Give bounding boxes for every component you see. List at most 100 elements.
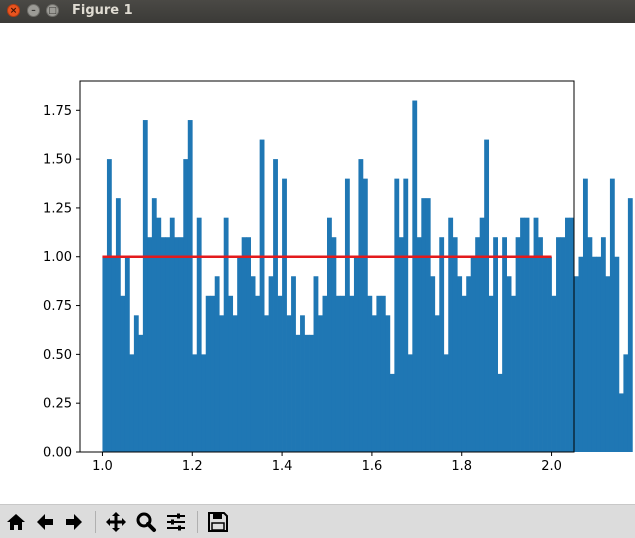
- y-tick-label: 0.25: [43, 397, 72, 412]
- histogram-bar: [322, 295, 328, 452]
- x-tick-label: 1.0: [92, 459, 113, 474]
- home-icon: [7, 514, 25, 530]
- histogram-bar: [416, 237, 422, 452]
- forward-button[interactable]: [61, 509, 87, 535]
- histogram-bar: [533, 217, 539, 452]
- arrow-right-icon: [66, 514, 82, 530]
- figure-canvas[interactable]: 1.0 1.2 1.4 1.6 1.8 2.0 0.00 0.25 0.50 0.75 1.00 1…: [0, 23, 635, 504]
- histogram-bar: [268, 276, 274, 452]
- histogram-bar: [376, 295, 382, 452]
- window-close-button[interactable]: ×: [7, 4, 20, 17]
- histogram-bar: [120, 295, 126, 452]
- histogram-bar: [102, 256, 108, 452]
- histogram-bar: [151, 198, 157, 452]
- histogram-bar: [232, 315, 238, 452]
- zoom-button[interactable]: [133, 509, 159, 535]
- window-minimize-button[interactable]: –: [27, 4, 40, 17]
- histogram-bar: [210, 295, 216, 452]
- histogram-bar: [443, 354, 449, 452]
- histogram-bar: [551, 295, 557, 452]
- histogram-bar: [461, 295, 467, 452]
- histogram-bar: [335, 295, 341, 452]
- histogram-bar: [327, 217, 332, 452]
- histogram-bar: [344, 178, 350, 452]
- histogram-bar: [241, 237, 247, 452]
- histogram-bar: [174, 237, 180, 452]
- histogram-bar: [286, 315, 292, 452]
- histogram-bar: [237, 256, 243, 452]
- histogram-bar: [605, 276, 611, 452]
- histogram-bar: [169, 217, 175, 452]
- histogram-bar: [331, 237, 337, 452]
- histogram-bar: [160, 237, 166, 452]
- histogram-bar: [493, 237, 498, 452]
- histogram-bar: [291, 276, 296, 452]
- histogram-bar: [115, 198, 121, 452]
- histogram-bar: [277, 295, 283, 452]
- histogram-bar: [614, 256, 620, 452]
- histogram-bar: [129, 354, 135, 452]
- histogram-bar: [403, 178, 409, 452]
- histogram-bar: [497, 373, 503, 452]
- save-button[interactable]: [205, 509, 231, 535]
- histogram-bar: [187, 120, 193, 453]
- histogram-bar: [246, 237, 251, 452]
- histogram-bar: [147, 237, 153, 452]
- move-icon: [106, 512, 126, 532]
- histogram-bar: [106, 159, 112, 453]
- histogram-bar: [295, 334, 301, 452]
- histogram-bar: [520, 217, 525, 452]
- histogram-bar: [547, 256, 552, 452]
- histogram-bar: [300, 315, 305, 452]
- histogram-bar: [506, 276, 512, 452]
- histogram-bar: [515, 237, 521, 452]
- histogram-bar: [475, 237, 481, 452]
- histogram-bar: [340, 295, 346, 452]
- arrow-left-icon: [37, 514, 53, 530]
- home-button[interactable]: [3, 509, 29, 535]
- histogram-bar: [484, 139, 490, 452]
- histogram-bar: [196, 217, 202, 452]
- histogram-bar: [565, 217, 570, 452]
- histogram-bar: [124, 256, 130, 452]
- histogram-bars: [102, 100, 633, 453]
- histogram-bar: [457, 276, 463, 452]
- histogram-bar: [623, 354, 629, 452]
- x-tick-label: 1.4: [272, 459, 293, 474]
- histogram-bar: [264, 315, 269, 452]
- histogram-bar: [556, 237, 561, 452]
- histogram-bar: [385, 315, 391, 452]
- navigation-toolbar: [0, 504, 635, 538]
- histogram-bar: [313, 276, 319, 452]
- y-tick-label: 1.50: [43, 153, 72, 168]
- histogram-bar: [542, 256, 548, 452]
- histogram-bar: [358, 159, 364, 453]
- histogram-bar: [138, 334, 144, 452]
- pan-button[interactable]: [103, 509, 129, 535]
- window-maximize-button[interactable]: □: [46, 4, 59, 17]
- histogram-bar: [529, 256, 534, 452]
- x-tick-label: 1.2: [182, 459, 203, 474]
- histogram-bar: [578, 256, 584, 452]
- histogram-bar: [425, 198, 431, 452]
- histogram-bar: [582, 178, 588, 452]
- histogram-bar: [502, 237, 507, 452]
- y-tick-label: 0.50: [43, 348, 72, 363]
- histogram-chart: 1.0 1.2 1.4 1.6 1.8 2.0 0.00 0.25 0.50 0.75 1.00 1…: [43, 80, 633, 474]
- histogram-bar: [223, 217, 229, 452]
- histogram-bar: [600, 237, 606, 452]
- histogram-bar: [488, 295, 494, 452]
- back-button[interactable]: [32, 509, 58, 535]
- histogram-bar: [362, 178, 368, 452]
- histogram-bar: [398, 237, 404, 452]
- histogram-bar: [591, 256, 597, 452]
- window-titlebar: × – □ Figure 1: [0, 0, 635, 23]
- histogram-bar: [156, 217, 162, 452]
- histogram-bar: [560, 237, 566, 452]
- configure-subplots-button[interactable]: [163, 509, 189, 535]
- histogram-bar: [178, 237, 184, 452]
- histogram-bar: [353, 256, 359, 452]
- histogram-bar: [282, 178, 287, 452]
- histogram-bar: [394, 178, 400, 452]
- histogram-bar: [389, 373, 395, 452]
